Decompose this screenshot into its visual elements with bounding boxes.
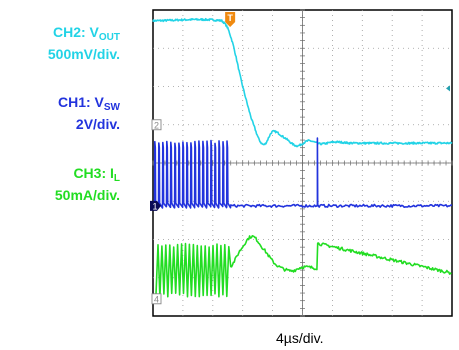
ch1-scale: 2V/div. bbox=[75, 116, 120, 132]
ch3-trace bbox=[155, 235, 452, 298]
traces bbox=[152, 17, 453, 298]
trigger-level-marker bbox=[446, 85, 450, 92]
ch3-ground-marker: 4 bbox=[151, 293, 162, 305]
ch3-ground-marker-text: 4 bbox=[154, 294, 159, 304]
ch2-trace bbox=[152, 17, 453, 148]
markers: 2 4 1 T bbox=[150, 12, 450, 304]
ch2-name: CH2: VOUT bbox=[52, 24, 120, 43]
ch2-scale: 500mV/div. bbox=[47, 46, 120, 62]
trigger-marker-shape bbox=[225, 12, 236, 27]
ch1-label: CH1: VSW 2V/div. bbox=[6, 94, 120, 133]
ch2-ground-marker-box bbox=[151, 119, 162, 131]
trigger-marker-text: T bbox=[227, 13, 233, 23]
ch1-trace bbox=[152, 137, 453, 209]
ch1-ground-marker: 1 bbox=[150, 200, 161, 211]
ch1-name: CH1: VSW bbox=[57, 94, 120, 113]
ch2-ground-marker: 2 bbox=[151, 119, 162, 131]
ch3-label: CH3: IL 50mA/div. bbox=[6, 165, 120, 204]
ch3-ground-marker-box bbox=[151, 293, 162, 305]
ch3-scale: 50mA/div. bbox=[54, 187, 120, 203]
ch1-ground-marker-text: 1 bbox=[152, 201, 157, 211]
trigger-marker: T bbox=[225, 12, 236, 27]
ch2-ground-marker-text: 2 bbox=[154, 120, 159, 130]
time-scale-label: 4µs/div. bbox=[276, 330, 324, 346]
ch2-label: CH2: VOUT 500mV/div. bbox=[6, 24, 120, 63]
ch3-name: CH3: IL bbox=[73, 165, 120, 184]
ch1-ground-marker-shape bbox=[150, 200, 161, 211]
